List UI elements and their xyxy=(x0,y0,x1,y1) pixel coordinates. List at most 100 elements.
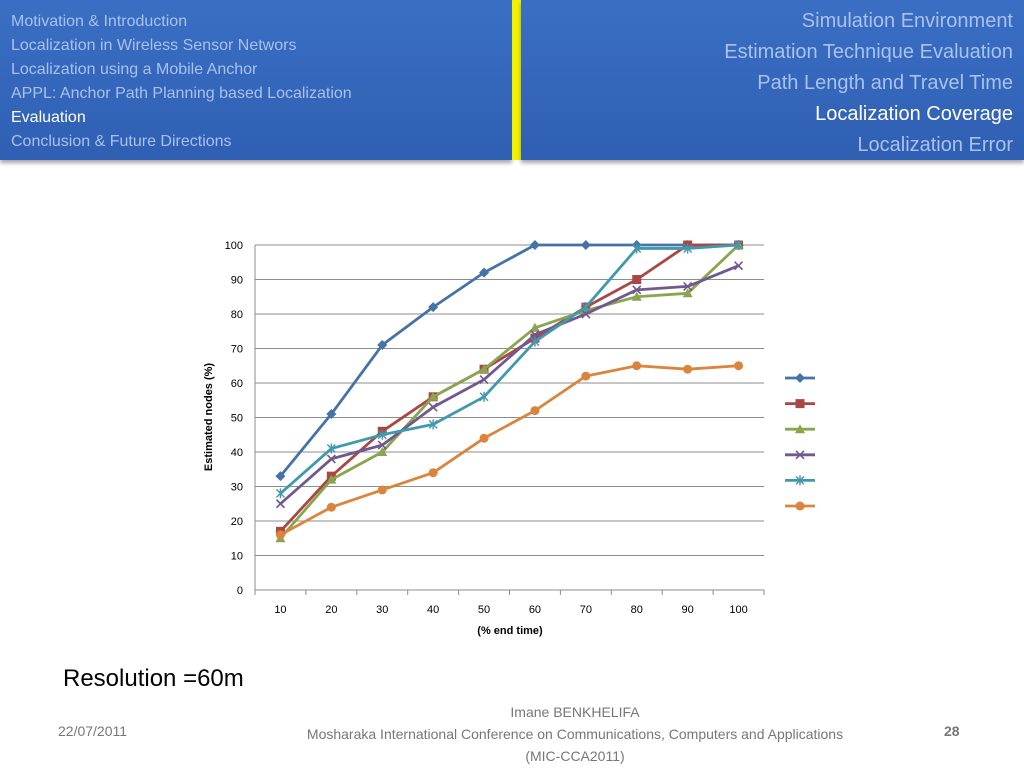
data-point xyxy=(275,488,285,499)
sub-outline-item[interactable]: Estimation Technique Evaluation xyxy=(724,41,1013,63)
legend-item: Scan xyxy=(785,399,815,409)
data-point xyxy=(734,361,744,371)
y-tick-label: 100 xyxy=(225,240,243,252)
x-tick-label: 80 xyxy=(631,604,643,616)
x-tick-label: 60 xyxy=(529,604,541,616)
outline-item[interactable]: Conclusion & Future Directions xyxy=(11,133,232,150)
data-point xyxy=(428,402,438,412)
series-layer xyxy=(275,240,744,543)
y-tick-label: 30 xyxy=(231,482,243,494)
data-point xyxy=(581,302,591,313)
y-tick-label: 70 xyxy=(231,344,243,356)
data-point xyxy=(734,240,744,250)
data-point xyxy=(632,275,642,284)
x-tick-label: 30 xyxy=(376,604,388,616)
y-tick-label: 20 xyxy=(231,516,243,528)
outline-item[interactable]: APPL: Anchor Path Planning based Localiz… xyxy=(11,85,352,102)
footer-center: Imane BENKHELIFA Mosharaka International… xyxy=(270,701,880,767)
data-point xyxy=(275,499,286,509)
legend-item: Squares xyxy=(785,373,815,383)
outline-item[interactable]: Localization using a Mobile Anchor xyxy=(11,61,258,78)
data-point xyxy=(428,391,439,401)
outline-item[interactable]: Localization in Wireless Sensor Networs xyxy=(11,37,297,54)
data-point xyxy=(683,281,693,291)
series-line xyxy=(279,243,739,533)
data-point xyxy=(479,267,490,278)
series-spiral xyxy=(275,261,744,509)
data-point xyxy=(683,364,693,374)
data-point xyxy=(632,361,642,371)
data-point xyxy=(326,502,336,512)
legend: Squares Scan Hilbert Spiral Waves Arbitrary xyxy=(785,373,815,511)
data-point xyxy=(326,454,336,464)
data-point xyxy=(580,240,591,250)
data-point xyxy=(479,391,489,402)
subsection-outline: Simulation Environment Estimation Techniq… xyxy=(724,6,1013,161)
header-right-panel: Simulation Environment Estimation Techniq… xyxy=(521,0,1024,160)
data-point xyxy=(479,374,489,385)
data-point xyxy=(326,443,336,454)
data-point xyxy=(428,302,439,313)
sub-outline-item[interactable]: Simulation Environment xyxy=(801,10,1013,32)
data-point xyxy=(530,330,540,340)
data-point xyxy=(377,447,388,456)
y-tick-label: 80 xyxy=(231,309,243,321)
data-point xyxy=(632,285,642,295)
data-point xyxy=(683,243,693,254)
data-point xyxy=(326,474,337,484)
legend-marker xyxy=(795,501,805,511)
sub-outline-item[interactable]: Path Length and Travel Time xyxy=(757,72,1013,94)
x-axis-title: (% end time) xyxy=(477,625,543,637)
legend-marker xyxy=(795,373,805,383)
outline-item[interactable]: Motivation & Introduction xyxy=(11,13,188,30)
data-point xyxy=(275,530,285,540)
data-point xyxy=(326,409,337,420)
data-point xyxy=(581,371,591,381)
data-point xyxy=(530,406,540,416)
data-point xyxy=(275,471,286,482)
data-point xyxy=(632,243,642,254)
legend-marker xyxy=(795,450,805,460)
data-point xyxy=(529,322,540,332)
legend-item: Arbitrary xyxy=(785,501,815,511)
legend-item: Waves xyxy=(785,475,815,486)
series-line xyxy=(279,364,739,537)
header-left-panel: Motivation & Introduction Localization in… xyxy=(0,0,512,160)
x-tick-label: 10 xyxy=(274,604,286,616)
outline-item[interactable]: Evaluation xyxy=(11,109,86,126)
legend-item: Spiral xyxy=(785,450,815,460)
data-point xyxy=(581,309,591,319)
x-tick-label: 90 xyxy=(682,604,694,616)
footer-conference-short: (MIC-CCA2011) xyxy=(525,748,625,764)
resolution-caption: Resolution =60m xyxy=(63,665,244,692)
footer-page-number: 28 xyxy=(944,723,960,739)
series-arbitrary xyxy=(275,361,744,540)
x-tick-label: 20 xyxy=(325,604,337,616)
data-point xyxy=(529,240,540,250)
data-point xyxy=(682,288,693,298)
series-hilbert xyxy=(275,240,744,543)
legend-item: Hilbert xyxy=(785,424,815,434)
y-tick-label: 0 xyxy=(237,585,243,597)
x-tick-label: 100 xyxy=(729,604,747,616)
series-line xyxy=(279,243,739,495)
legend-marker xyxy=(795,475,805,486)
y-tick-label: 60 xyxy=(231,378,243,390)
data-point xyxy=(479,433,489,443)
y-tick-label: 90 xyxy=(231,275,243,287)
sub-outline-item[interactable]: Localization Error xyxy=(857,134,1013,156)
series-line xyxy=(279,264,740,505)
series-waves xyxy=(275,240,744,499)
footer-date: 22/07/2011 xyxy=(58,723,128,739)
data-point xyxy=(479,364,490,374)
data-point xyxy=(377,440,387,450)
x-tick-label: 40 xyxy=(427,604,439,616)
sub-outline-item[interactable]: Localization Coverage xyxy=(815,103,1013,125)
series-line xyxy=(279,243,739,478)
localization-coverage-chart: 0 10 20 30 40 50 60 70 80 90 100 10 20 30 40 50 60 70 80 90… xyxy=(203,240,815,637)
y-tick-label: 50 xyxy=(231,413,243,425)
data-point xyxy=(530,336,540,347)
legend-marker xyxy=(795,424,805,434)
data-point xyxy=(428,468,438,478)
data-point xyxy=(377,485,387,495)
